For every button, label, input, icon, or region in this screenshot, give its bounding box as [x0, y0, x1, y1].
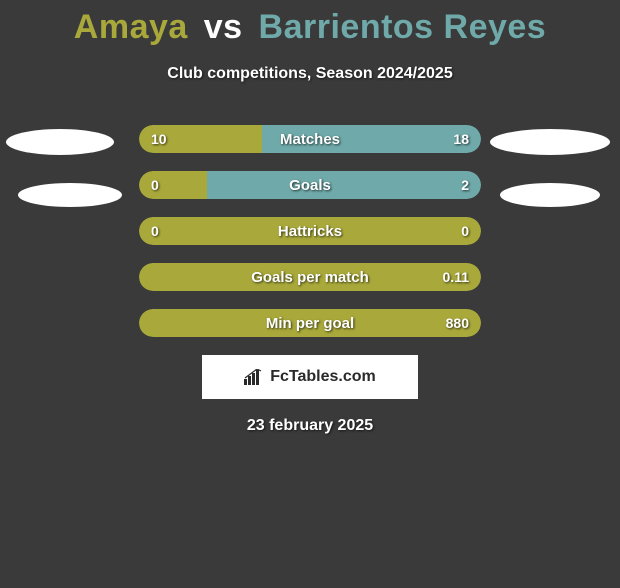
- stat-value-right: 0.11: [443, 269, 469, 285]
- page-title: Amaya vs Barrientos Reyes: [0, 8, 620, 47]
- subtitle: Club competitions, Season 2024/2025: [0, 65, 620, 83]
- stat-row: Goals per match0.11: [139, 263, 481, 291]
- stat-value-left: 0: [151, 177, 159, 193]
- stat-value-left: 0: [151, 223, 159, 239]
- logo-text: FcTables.com: [270, 368, 376, 386]
- stat-value-right: 2: [461, 177, 469, 193]
- decorative-ellipse: [18, 183, 122, 207]
- bar-player1: [139, 263, 481, 291]
- stat-value-left: 10: [151, 131, 167, 147]
- stat-rows: 10Matches18 0Goals2 0Hattricks0 Goals per m…: [139, 125, 481, 337]
- stat-value-right: 18: [453, 131, 469, 147]
- stat-value-right: 880: [446, 315, 469, 331]
- bar-player1: [139, 309, 481, 337]
- bar-player1: [139, 171, 207, 199]
- vs-text: vs: [204, 8, 243, 46]
- bar-player2: [262, 125, 481, 153]
- decorative-ellipse: [490, 129, 610, 155]
- stat-value-right: 0: [461, 223, 469, 239]
- bar-player2: [207, 171, 481, 199]
- stat-row: 10Matches18: [139, 125, 481, 153]
- stat-row: 0Goals2: [139, 171, 481, 199]
- stats-area: 10Matches18 0Goals2 0Hattricks0 Goals per m…: [0, 125, 620, 337]
- decorative-ellipse: [500, 183, 600, 207]
- date-text: 23 february 2025: [0, 417, 620, 435]
- stat-row: Min per goal880: [139, 309, 481, 337]
- bar-player1: [139, 217, 481, 245]
- logo-box: FcTables.com: [202, 355, 418, 399]
- decorative-ellipse: [6, 129, 114, 155]
- player1-name: Amaya: [74, 8, 188, 46]
- player2-name: Barrientos Reyes: [259, 8, 547, 46]
- chart-icon: [244, 369, 264, 385]
- stat-row: 0Hattricks0: [139, 217, 481, 245]
